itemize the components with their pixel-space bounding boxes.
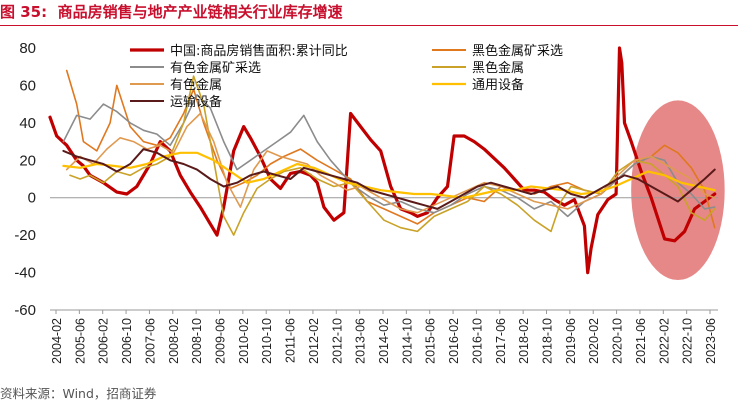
y-tick-label: -20 [14,227,36,244]
x-tick-label: 2008-02 [167,318,181,364]
line-chart: 80 60 40 20 0 -20 -40 -60 2004-02 2005-06 2006-02 2… [14,40,725,364]
series-line-3 [62,94,716,218]
y-tick-label: 20 [19,152,36,169]
legend-label-2: 黑色金属矿采选 [472,43,563,59]
x-tick-label: 2016-02 [447,318,461,364]
y-tick-label: -40 [14,265,36,282]
series-line-6 [62,151,716,199]
x-tick-label: 2011-06 [284,318,298,363]
x-tick-label: 2014-10 [400,318,414,364]
x-tick-label: 2013-06 [354,318,368,364]
x-tick-label: 2023-06 [704,318,718,364]
x-tick-label: 2006-10 [120,318,134,364]
x-tick-label: 2005-06 [73,318,87,364]
y-tick-label: 0 [28,190,36,207]
x-tick-label: 2010-10 [260,318,274,364]
x-tick-label: 2008-10 [190,318,204,364]
highlight-ellipse [631,100,725,281]
x-tick-label: 2018-10 [541,318,555,364]
x-tick-label: 2022-02 [657,318,671,364]
y-tick-label: 80 [19,40,36,57]
figure-title-text: 商品房销售与地产产业链相关行业库存增速 [57,3,343,21]
legend-label-6: 通用设备 [472,77,524,93]
legend-label-1: 中国:商品房销售面积:累计同比 [170,43,348,59]
x-tick-label: 2006-02 [97,318,111,364]
x-tick-label: 2012-10 [330,318,344,364]
legend-label-3: 有色金属矿采选 [170,60,261,76]
y-tick-label: 60 [19,77,36,94]
x-tick-label: 2012-02 [307,318,321,364]
series-line-4 [69,75,716,236]
figure-label: 图 35: [0,3,48,21]
y-tick-label: 40 [19,115,36,132]
y-tick-label: -60 [14,302,36,319]
x-tick-label: 2014-02 [377,318,391,364]
series-line-1 [48,46,717,275]
x-tick-label: 2018-02 [517,318,531,364]
x-tick-label: 2015-06 [424,318,438,364]
figure-title: 图 35: 商品房销售与地产产业链相关行业库存增速 [0,0,738,24]
legend-label-5: 有色金属 [170,77,222,93]
x-tick-label: 2017-06 [494,318,508,364]
x-tick-label: 2007-06 [143,318,157,364]
x-tick-label: 2010-02 [237,318,251,364]
x-tick-label: 2019-06 [564,318,578,364]
legend-label-4: 黑色金属 [472,60,524,76]
source-note: 资料来源：Wind，招商证券 [0,386,157,401]
title-divider [0,25,738,26]
x-tick-label: 2022-10 [681,318,695,364]
series-line-7 [62,148,716,210]
x-tick-label: 2004-02 [50,318,64,364]
x-tick-label: 2020-02 [587,318,601,364]
x-tick-label: 2016-10 [470,318,484,364]
x-tick-label: 2020-10 [611,318,625,364]
x-tick-label: 2009-06 [214,318,228,364]
legend-label-7: 运输设备 [170,94,222,110]
x-tick-label: 2021-06 [634,318,648,364]
